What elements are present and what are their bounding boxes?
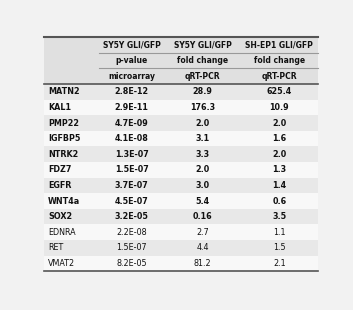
Bar [44,69,318,84]
Bar [44,178,318,193]
Bar [44,240,318,256]
Text: 3.1: 3.1 [196,134,210,143]
Text: 2.8E-12: 2.8E-12 [115,87,149,96]
Text: fold change: fold change [254,56,305,65]
Text: 1.5E-07: 1.5E-07 [116,243,147,252]
Text: RET: RET [48,243,64,252]
Text: 176.3: 176.3 [190,103,215,112]
Text: 8.2E-05: 8.2E-05 [116,259,147,268]
Text: 81.2: 81.2 [194,259,211,268]
Text: MATN2: MATN2 [48,87,80,96]
Text: 28.9: 28.9 [193,87,213,96]
Text: 3.5: 3.5 [272,212,287,221]
Text: SH-EP1 GLI/GFP: SH-EP1 GLI/GFP [245,41,313,50]
Text: 1.1: 1.1 [273,228,286,237]
Text: 2.0: 2.0 [196,118,210,127]
Bar [44,224,318,240]
Text: 5.4: 5.4 [196,197,210,206]
Text: SY5Y GLI/GFP: SY5Y GLI/GFP [103,41,161,50]
Text: 3.3: 3.3 [196,150,210,159]
Text: IGFBP5: IGFBP5 [48,134,80,143]
Text: SY5Y GLI/GFP: SY5Y GLI/GFP [174,41,232,50]
Text: 4.1E-08: 4.1E-08 [115,134,149,143]
Bar [44,193,318,209]
Bar [44,131,318,146]
Text: 1.5E-07: 1.5E-07 [115,165,149,174]
Text: EDNRA: EDNRA [48,228,76,237]
Bar [44,209,318,224]
Text: 0.6: 0.6 [272,197,287,206]
Text: VMAT2: VMAT2 [48,259,75,268]
Text: p-value: p-value [115,56,148,65]
Bar [44,53,318,69]
Text: FDZ7: FDZ7 [48,165,72,174]
Text: microarray: microarray [108,72,155,81]
Text: 2.0: 2.0 [196,165,210,174]
Text: qRT-PCR: qRT-PCR [185,72,221,81]
Text: 0.16: 0.16 [193,212,213,221]
Text: 4.5E-07: 4.5E-07 [115,197,149,206]
Bar [44,162,318,178]
Text: 1.3E-07: 1.3E-07 [115,150,149,159]
Bar [44,115,318,131]
Text: 1.6: 1.6 [272,134,287,143]
Text: SOX2: SOX2 [48,212,72,221]
Bar [44,84,318,100]
Text: 2.9E-11: 2.9E-11 [115,103,149,112]
Bar [44,256,318,271]
Text: 2.2E-08: 2.2E-08 [116,228,147,237]
Text: qRT-PCR: qRT-PCR [262,72,297,81]
Text: 2.7: 2.7 [196,228,209,237]
Text: NTRK2: NTRK2 [48,150,78,159]
Bar [44,146,318,162]
Text: 4.7E-09: 4.7E-09 [115,118,149,127]
Bar [44,100,318,115]
Text: EGFR: EGFR [48,181,72,190]
Bar [44,37,318,53]
Text: 625.4: 625.4 [267,87,292,96]
Text: WNT4a: WNT4a [48,197,80,206]
Text: 2.1: 2.1 [273,259,286,268]
Text: fold change: fold change [177,56,228,65]
Text: 1.3: 1.3 [272,165,287,174]
Text: 1.4: 1.4 [272,181,287,190]
Text: 4.4: 4.4 [197,243,209,252]
Text: 3.0: 3.0 [196,181,210,190]
Text: 10.9: 10.9 [270,103,289,112]
Text: KAL1: KAL1 [48,103,71,112]
Text: 2.0: 2.0 [272,118,287,127]
Text: 3.7E-07: 3.7E-07 [115,181,149,190]
Text: 3.2E-05: 3.2E-05 [115,212,149,221]
Text: PMP22: PMP22 [48,118,79,127]
Text: 2.0: 2.0 [272,150,287,159]
Text: 1.5: 1.5 [273,243,286,252]
